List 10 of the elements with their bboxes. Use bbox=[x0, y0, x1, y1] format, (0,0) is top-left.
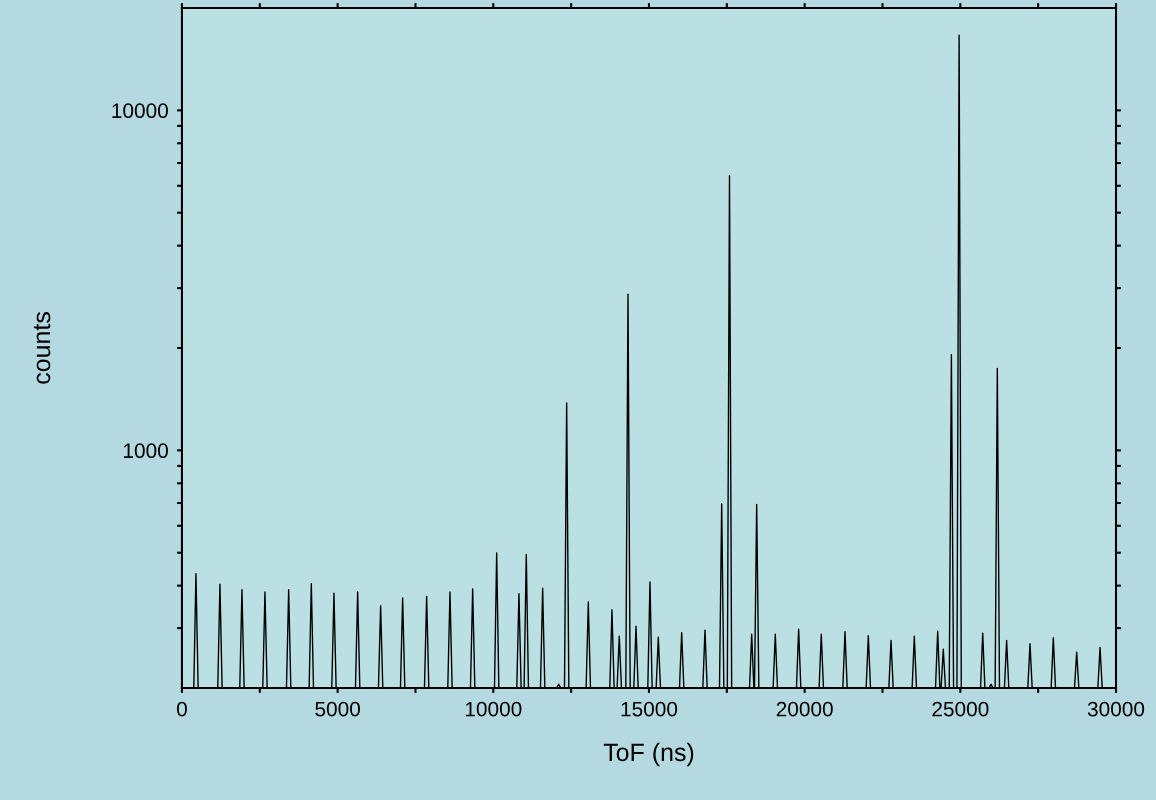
y-axis-title: counts bbox=[33, 312, 51, 384]
x-tick-label: 20000 bbox=[776, 701, 833, 717]
x-tick-label: 25000 bbox=[932, 701, 989, 717]
x-tick-label: 30000 bbox=[1087, 701, 1145, 717]
x-tick-label: 15000 bbox=[621, 701, 678, 717]
x-tick-label: 0 bbox=[176, 701, 187, 717]
x-tick-label: 10000 bbox=[465, 701, 522, 717]
x-tick-label: 5000 bbox=[315, 701, 360, 717]
y-tick-label: 1000 bbox=[124, 443, 168, 459]
x-axis-title: ToF (ns) bbox=[603, 742, 694, 767]
